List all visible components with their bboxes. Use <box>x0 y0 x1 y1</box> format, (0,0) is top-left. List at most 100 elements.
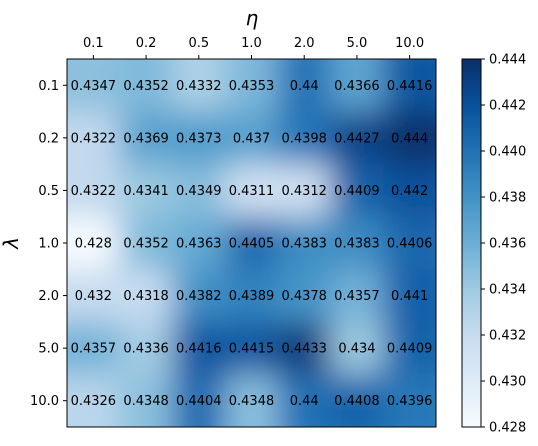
heatmap-cell <box>330 111 384 165</box>
heatmap-cell <box>172 59 226 113</box>
cell-value-label: 0.4408 <box>334 394 380 409</box>
x-tick-label: 2.0 <box>294 36 315 51</box>
colorbar-tick-label: 0.432 <box>489 329 526 344</box>
heatmap-cells-smoothed <box>67 59 436 427</box>
colorbar-tick-label: 0.436 <box>489 237 526 252</box>
y-tick-label: 1.0 <box>38 237 59 252</box>
x-axis-label: η <box>246 6 259 30</box>
cell-value-label: 0.44 <box>290 394 319 409</box>
colorbar-tick-label: 0.442 <box>489 99 526 114</box>
heatmap-cell <box>172 216 226 270</box>
heatmap-cell <box>383 59 436 113</box>
colorbar-tick-label: 0.430 <box>489 375 526 390</box>
cell-value-label: 0.4373 <box>176 131 222 146</box>
cell-value-label: 0.4383 <box>334 237 380 252</box>
colorbar-tick-label: 0.444 <box>489 53 526 68</box>
heatmap-cell <box>330 59 384 113</box>
heatmap-cell <box>225 269 279 323</box>
cell-value-label: 0.4382 <box>176 289 222 304</box>
heatmap-cell-labels: 0.4347 0.4352 0.4332 0.4353 0.44 0.4366 0.4416… <box>71 79 433 409</box>
x-tick-label: 10.0 <box>395 36 424 51</box>
heatmap-cell <box>67 269 121 323</box>
cell-value-label: 0.4348 <box>123 394 169 409</box>
heatmap-cell <box>277 164 332 218</box>
cell-value-label: 0.4406 <box>387 237 433 252</box>
y-tick-label: 0.1 <box>38 79 59 94</box>
heatmap-cell <box>383 164 436 218</box>
cell-value-label: 0.4366 <box>334 79 380 94</box>
heatmap-cell <box>277 59 332 113</box>
cell-value-label: 0.444 <box>391 131 428 146</box>
cell-value-label: 0.4341 <box>123 184 169 199</box>
cell-value-label: 0.4378 <box>281 289 327 304</box>
cell-value-label: 0.4369 <box>123 131 169 146</box>
cell-value-label: 0.428 <box>75 237 112 252</box>
y-tick-label: 0.5 <box>38 184 59 199</box>
y-tick-label: 5.0 <box>38 342 59 357</box>
heatmap-cell <box>67 59 121 113</box>
cell-value-label: 0.434 <box>338 342 375 357</box>
cell-value-label: 0.4322 <box>71 184 117 199</box>
x-tick-label: 5.0 <box>347 36 368 51</box>
heatmap-cell <box>225 216 279 270</box>
heatmap-cell <box>172 111 226 165</box>
cell-value-label: 0.4383 <box>281 237 327 252</box>
cell-value-label: 0.44 <box>290 79 319 94</box>
heatmap-cell <box>277 374 332 427</box>
cell-value-label: 0.4336 <box>123 342 169 357</box>
heatmap-cell <box>225 111 279 165</box>
heatmap-cell <box>383 216 436 270</box>
cell-value-label: 0.4352 <box>123 79 169 94</box>
colorbar-ticks: 0.428 0.430 0.432 0.434 0.436 0.438 0.440 0.442… <box>481 53 526 436</box>
heatmap-cell <box>383 111 436 165</box>
cell-value-label: 0.4357 <box>71 342 117 357</box>
heatmap-cells <box>67 59 436 427</box>
cell-value-label: 0.4433 <box>281 342 327 357</box>
heatmap-cell <box>172 269 226 323</box>
heatmap-cell <box>383 374 436 427</box>
x-tick-label: 1.0 <box>241 36 262 51</box>
y-axis: 0.1 0.2 0.5 1.0 2.0 5.0 10.0 <box>30 79 67 409</box>
cell-value-label: 0.437 <box>233 131 270 146</box>
colorbar-tick-label: 0.438 <box>489 191 526 206</box>
x-tick-label: 0.2 <box>136 36 157 51</box>
cell-value-label: 0.4416 <box>176 342 222 357</box>
cell-value-label: 0.4347 <box>71 79 117 94</box>
cell-value-label: 0.4363 <box>176 237 222 252</box>
heatmap-cell <box>172 374 226 427</box>
cell-value-label: 0.4404 <box>176 394 222 409</box>
heatmap-cell <box>277 321 332 375</box>
x-tick-label: 0.1 <box>83 36 104 51</box>
heatmap-cell <box>277 111 332 165</box>
cell-value-label: 0.4348 <box>229 394 275 409</box>
heatmap-cell <box>225 59 279 113</box>
heatmap-cell <box>383 269 436 323</box>
heatmap-cell <box>119 111 173 165</box>
heatmap-cell <box>67 216 121 270</box>
heatmap-cell <box>330 216 384 270</box>
cell-value-label: 0.4349 <box>176 184 222 199</box>
heatmap-cell <box>277 216 332 270</box>
cell-value-label: 0.4409 <box>334 184 380 199</box>
cell-value-label: 0.432 <box>75 289 112 304</box>
cell-value-label: 0.4332 <box>176 79 222 94</box>
y-tick-label: 10.0 <box>30 394 59 409</box>
colorbar-tick-label: 0.428 <box>489 421 526 436</box>
cell-value-label: 0.4409 <box>387 342 433 357</box>
heatmap-cell <box>277 269 332 323</box>
heatmap-cell <box>67 111 121 165</box>
heatmap-cell <box>172 164 226 218</box>
cell-value-label: 0.4326 <box>71 394 117 409</box>
cell-value-label: 0.4396 <box>387 394 433 409</box>
heatmap-cell <box>330 269 384 323</box>
heatmap-cell <box>119 59 173 113</box>
heatmap-plot: 0.4347 0.4352 0.4332 0.4353 0.44 0.4366 0.4416… <box>66 58 437 428</box>
heatmap-cell <box>330 374 384 427</box>
x-tick-label: 0.5 <box>188 36 209 51</box>
heatmap-cell <box>172 321 226 375</box>
heatmap-cell <box>119 374 173 427</box>
cell-value-label: 0.442 <box>391 184 428 199</box>
y-tick-label: 0.2 <box>38 131 59 146</box>
heatmap-cell <box>119 321 173 375</box>
